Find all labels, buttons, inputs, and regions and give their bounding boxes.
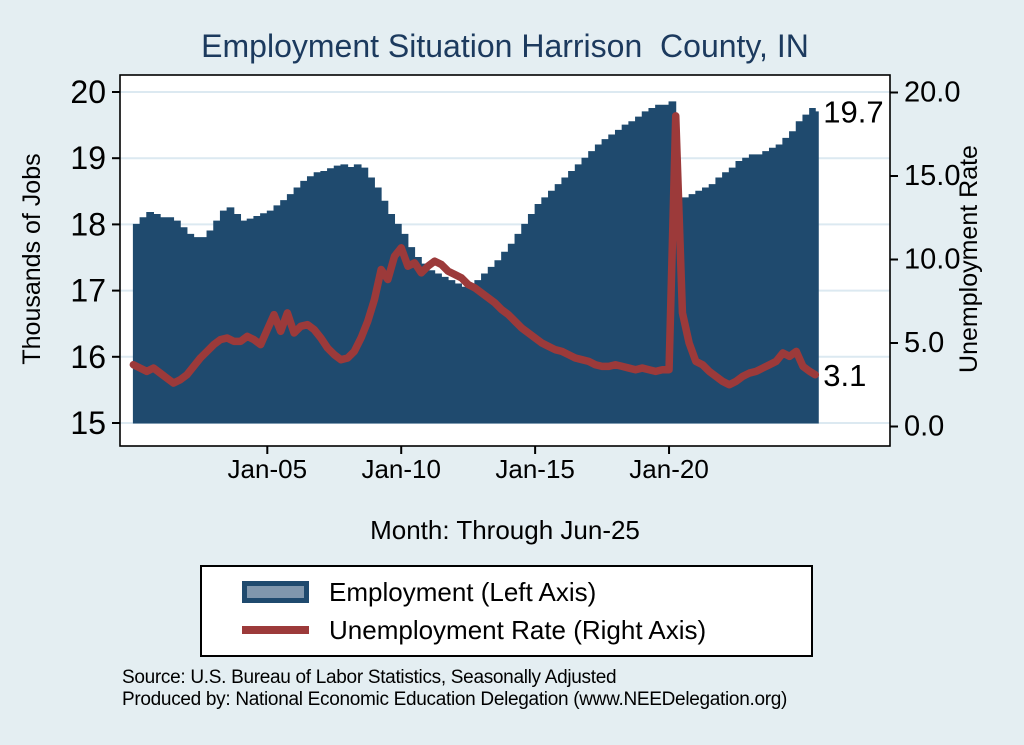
- unemployment-rate-line-series: [129, 112, 820, 389]
- right-axis-tick-label: 20.0: [904, 77, 960, 109]
- chart-legend: Employment (Left Axis) Unemployment Rate…: [200, 565, 813, 657]
- legend-label-unemployment: Unemployment Rate (Right Axis): [329, 614, 707, 645]
- x-axis-tick-label: Jan-10: [361, 454, 441, 484]
- x-axis-tick-label: Jan-20: [629, 454, 709, 484]
- x-axis-tick-label: Jan-15: [495, 454, 575, 484]
- right-axis-title: Unemployment Rate: [955, 145, 983, 373]
- legend-entry-employment: Employment (Left Axis): [242, 577, 811, 607]
- x-axis-title: Month: Through Jun-25: [370, 515, 640, 545]
- chart-footer: Source: U.S. Bureau of Labor Statistics,…: [122, 667, 787, 710]
- series-end-value-annotation: 19.7: [823, 94, 883, 129]
- legend-label-employment: Employment (Left Axis): [329, 576, 597, 607]
- series-end-value-annotation: 3.1: [823, 358, 866, 393]
- chart-title: Employment Situation Harrison County, IN: [201, 28, 809, 64]
- legend-entry-unemployment: Unemployment Rate (Right Axis): [242, 615, 811, 645]
- producer-note: Produced by: National Economic Education…: [122, 688, 788, 710]
- left-axis-tick-label: 19: [70, 140, 106, 176]
- right-axis-tick-label: 5.0: [904, 327, 944, 359]
- left-axis-tick-label: 18: [70, 206, 106, 242]
- source-note: Source: U.S. Bureau of Labor Statistics,…: [122, 667, 617, 688]
- right-axis-tick-label: 15.0: [904, 160, 960, 192]
- employment-area-series: [132, 101, 819, 424]
- left-axis-tick-label: 17: [70, 273, 106, 309]
- unemployment-line-swatch-icon: [242, 626, 309, 634]
- right-axis-tick-label: 0.0: [904, 411, 944, 443]
- right-axis-tick-label: 10.0: [904, 244, 960, 276]
- left-axis-tick-label: 15: [70, 405, 106, 441]
- left-axis-tick-label: 16: [70, 339, 106, 375]
- x-axis-tick-label: Jan-05: [228, 454, 308, 484]
- left-axis-title: Thousands of Jobs: [18, 153, 46, 364]
- employment-area-swatch-icon: [242, 581, 309, 603]
- left-axis-tick-label: 20: [70, 74, 106, 110]
